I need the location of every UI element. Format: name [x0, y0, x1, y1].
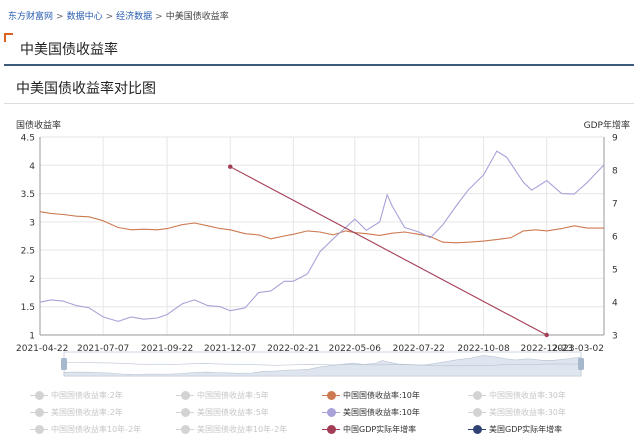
x-tick-label: 2022-12-23	[521, 344, 573, 354]
y-right-tick-label: 3	[612, 332, 618, 342]
y-right-tick-label: 5	[612, 266, 618, 276]
x-tick-label: 2023-03-02	[552, 344, 604, 354]
y-left-tick-label: 1	[29, 332, 35, 342]
legend-item[interactable]: 中国国债收益率:2年	[30, 390, 176, 401]
legend-item[interactable]: 中国国债收益率:30年	[468, 390, 614, 401]
legend-label: 中国GDP实际年增率	[343, 425, 417, 434]
legend-label: 美国GDP实际年增率	[489, 425, 563, 434]
breadcrumb-separator: >	[56, 12, 64, 22]
y-right-axis-title: GDP年增率	[584, 119, 630, 131]
y-right-tick-label: 7	[612, 200, 618, 210]
breadcrumb-home-link[interactable]: 东方财富网	[8, 12, 54, 22]
zoom-handle-right[interactable]	[578, 358, 584, 370]
y-right-tick-label: 8	[612, 167, 618, 177]
y-right-tick-label: 6	[612, 233, 618, 243]
legend-marker-icon	[30, 408, 48, 418]
legend-marker-icon	[468, 391, 486, 401]
legend-label: 美国国债收益率:30年	[489, 408, 566, 417]
legend-label: 中国国债收益率:10年	[343, 391, 420, 400]
y-right-tick-label: 9	[612, 134, 618, 144]
breadcrumb-separator: >	[155, 12, 163, 22]
page-title: 中美国债收益率	[20, 42, 118, 58]
breadcrumb-separator: >	[105, 12, 114, 22]
chart-legend: 中国国债收益率:2年 中国国债收益率:5年 中国国债收益率:10年 中国国债收益率:3…	[30, 387, 630, 438]
legend-marker-icon	[30, 391, 48, 401]
y-left-tick-label: 4	[29, 162, 35, 172]
zoom-handle-left[interactable]	[61, 358, 67, 370]
y-left-tick-label: 3.5	[21, 190, 35, 200]
x-tick-label: 2022-02-21	[267, 344, 319, 354]
x-tick-label: 2022-07-22	[393, 344, 445, 354]
legend-marker-icon	[468, 425, 486, 435]
cn-gdp-data-point	[544, 332, 549, 338]
legend-label: 中国国债收益率:5年	[197, 391, 269, 400]
title-corner-accent	[4, 33, 13, 42]
legend-item[interactable]: 美国国债收益率10年-2年	[176, 424, 322, 435]
legend-item[interactable]: 中国国债收益率:10年	[322, 390, 468, 401]
breadcrumb-economic-data-link[interactable]: 经济数据	[116, 12, 153, 22]
y-left-tick-label: 3	[29, 218, 35, 228]
legend-label: 中国国债收益率:2年	[51, 391, 123, 400]
heading-divider	[4, 103, 634, 104]
legend-marker-icon	[322, 408, 340, 418]
legend-item[interactable]: 美国国债收益率:10年	[322, 407, 468, 418]
legend-row: 美国国债收益率:2年 美国国债收益率:5年 美国国债收益率:10年 美国国债收益率:3…	[30, 404, 630, 421]
y-right-tick-label: 4	[612, 299, 618, 309]
legend-marker-icon	[322, 391, 340, 401]
legend-item[interactable]: 中国GDP实际年增率	[322, 424, 468, 435]
zoom-navigator-preview	[63, 355, 582, 377]
breadcrumb-current: 中美国债收益率	[165, 12, 229, 22]
legend-item[interactable]: 中国国债收益率:5年	[176, 390, 322, 401]
x-tick-label: 2021-12-07	[204, 344, 256, 354]
y-left-tick-label: 1.5	[21, 303, 35, 313]
x-tick-label: 2021-07-07	[77, 344, 129, 354]
series-line-cn-10y	[39, 211, 604, 244]
legend-item[interactable]: 中国国债收益率10年-2年	[30, 424, 176, 435]
page-title-bar: 中美国债收益率	[4, 33, 634, 66]
x-tick-label: 2022-10-08	[457, 344, 510, 354]
legend-row: 中国国债收益率:2年 中国国债收益率:5年 中国国债收益率:10年 中国国债收益率:3…	[30, 387, 630, 404]
legend-label: 美国国债收益率10年-2年	[197, 425, 288, 434]
legend-item[interactable]: 美国GDP实际年增率	[468, 424, 614, 435]
legend-item[interactable]: 美国国债收益率:2年	[30, 407, 176, 418]
zoom-navigator-preview-line	[63, 362, 581, 367]
chart-heading: 中美国债收益率对比图	[16, 81, 156, 97]
y-left-tick-label: 2.5	[21, 247, 35, 257]
legend-marker-icon	[176, 425, 194, 435]
legend-marker-icon	[322, 425, 340, 435]
x-tick-label: 2022-05-06	[329, 344, 382, 354]
y-left-tick-label: 2	[29, 275, 35, 285]
legend-label: 美国国债收益率:10年	[343, 408, 420, 417]
legend-marker-icon	[30, 425, 48, 435]
legend-label: 中国国债收益率:30年	[489, 391, 566, 400]
legend-marker-icon	[176, 391, 194, 401]
legend-label: 美国国债收益率:5年	[197, 408, 269, 417]
legend-marker-icon	[176, 408, 194, 418]
legend-label: 美国国债收益率:2年	[51, 408, 123, 417]
y-left-tick-label: 4.5	[21, 134, 35, 144]
legend-item[interactable]: 美国国债收益率:5年	[176, 407, 322, 418]
breadcrumb-data-center-link[interactable]: 数据中心	[66, 12, 103, 22]
legend-marker-icon	[468, 408, 486, 418]
y-left-axis-title: 国债收益率	[16, 119, 61, 131]
legend-item[interactable]: 美国国债收益率:30年	[468, 407, 614, 418]
x-tick-label: 2021-04-22	[16, 344, 68, 354]
cn-gdp-data-point	[228, 164, 233, 169]
x-tick-label: 2021-09-22	[141, 344, 193, 354]
legend-row: 中国国债收益率10年-2年 美国国债收益率10年-2年 中国GDP实际年增率 美国GD…	[30, 421, 630, 438]
series-line-cn-gdp	[229, 166, 547, 336]
breadcrumb: 东方财富网 > 数据中心 > 经济数据 > 中美国债收益率	[8, 9, 229, 22]
series-line-us-10y	[39, 150, 605, 322]
legend-label: 中国国债收益率10年-2年	[51, 425, 142, 434]
